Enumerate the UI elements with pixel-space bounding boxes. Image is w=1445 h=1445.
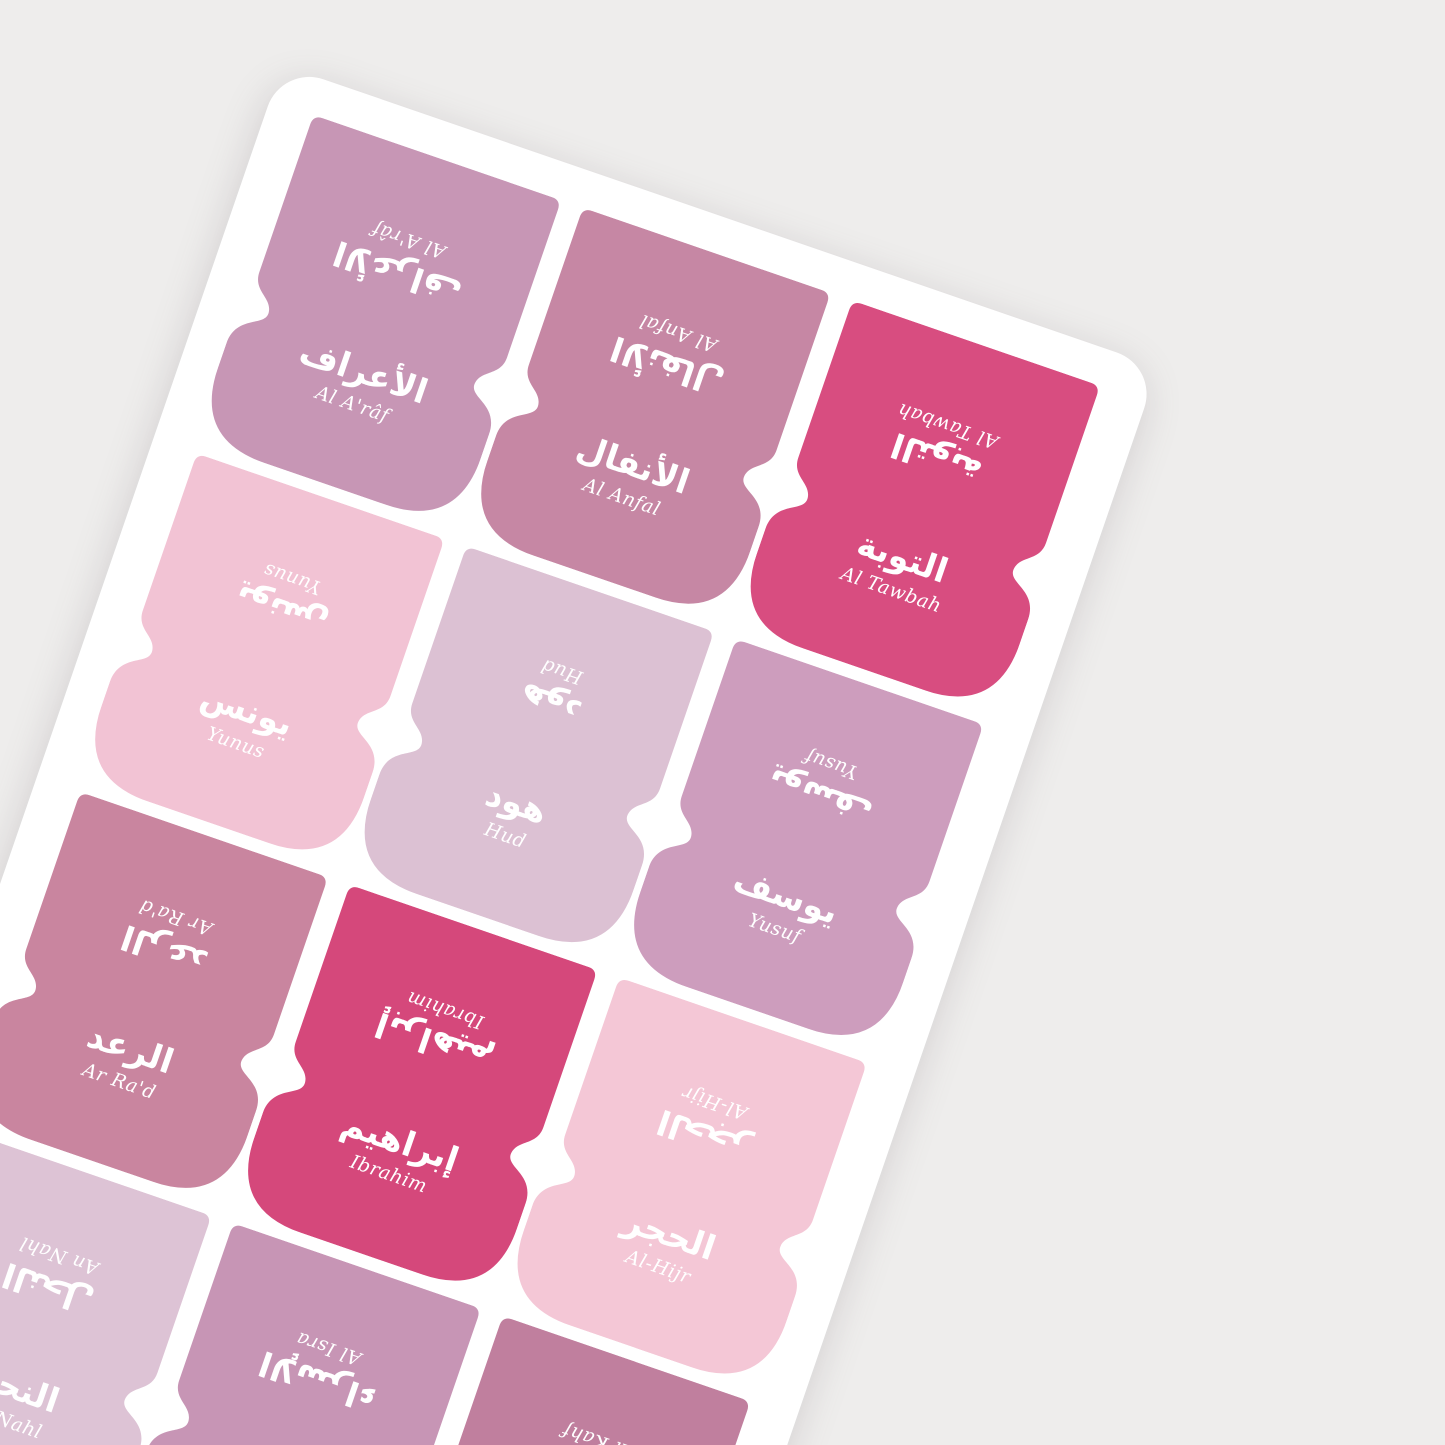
tab-shape bbox=[401, 1318, 749, 1445]
tab-shape bbox=[750, 302, 1098, 697]
tab-shape bbox=[0, 794, 326, 1188]
surah-tab-ibrahim: إبراهيم Ibrahim إبراهيم Ibrahim bbox=[230, 882, 605, 1299]
tab-shape-path bbox=[248, 887, 596, 1281]
tab-shape-path bbox=[211, 117, 559, 511]
tab-shape-path bbox=[517, 979, 865, 1374]
tab-shape-path bbox=[364, 548, 712, 943]
surah-tab-al-hijr: الحجر Al-Hijr الحجر Al-Hijr bbox=[499, 975, 874, 1392]
tab-shape bbox=[634, 641, 982, 1035]
surah-tab-an-nahl: النحل An Nahl النحل An Nahl bbox=[0, 1128, 219, 1445]
surah-tab-ar-ra-d: الرعد Ar Ra'd الرعد Ar Ra'd bbox=[0, 789, 336, 1206]
tab-shape bbox=[95, 455, 443, 850]
surah-tab-al-a-r-f: الأعراف Al A'râf الأعراف Al A'râf bbox=[194, 112, 569, 529]
tab-shape bbox=[0, 1132, 210, 1445]
tab-shape bbox=[211, 117, 559, 511]
tab-shape bbox=[481, 210, 829, 604]
tab-shape-path bbox=[131, 1225, 479, 1445]
surah-tab-al-anfal: الأنفال Al Anfal الأنفال Al Anfal bbox=[463, 205, 838, 622]
surah-tab-al-tawbah: التوبة Al Tawbah التوبة Al Tawbah bbox=[733, 298, 1108, 715]
surah-tab-al-kahf: الكهف Al Kahf الكهف Al Kahf bbox=[383, 1313, 758, 1445]
tab-shape bbox=[248, 887, 596, 1281]
surah-tab-yunus: يونس Yunus يونس Yunus bbox=[77, 451, 452, 868]
tab-shape bbox=[131, 1225, 479, 1445]
surah-tab-yusuf: يوسف Yusuf يوسف Yusuf bbox=[616, 636, 991, 1053]
tab-shape-path bbox=[481, 210, 829, 604]
tab-shape-path bbox=[401, 1318, 749, 1445]
tab-shape-path bbox=[634, 641, 982, 1035]
tab-shape-path bbox=[750, 302, 1098, 697]
tab-shape bbox=[364, 548, 712, 943]
surah-tab-al-isra: الإسراء Al Isra الإسراء Al Isra bbox=[113, 1221, 488, 1445]
tab-shape-path bbox=[0, 1132, 210, 1445]
tab-shape-path bbox=[95, 455, 443, 850]
tab-shape bbox=[517, 979, 865, 1374]
tab-shape-path bbox=[0, 794, 326, 1188]
sticker-sheet: الأعراف Al A'râf الأعراف Al A'râf الأنفا… bbox=[0, 65, 1159, 1445]
surah-tab-hud: هود Hud هود Hud bbox=[346, 544, 721, 961]
